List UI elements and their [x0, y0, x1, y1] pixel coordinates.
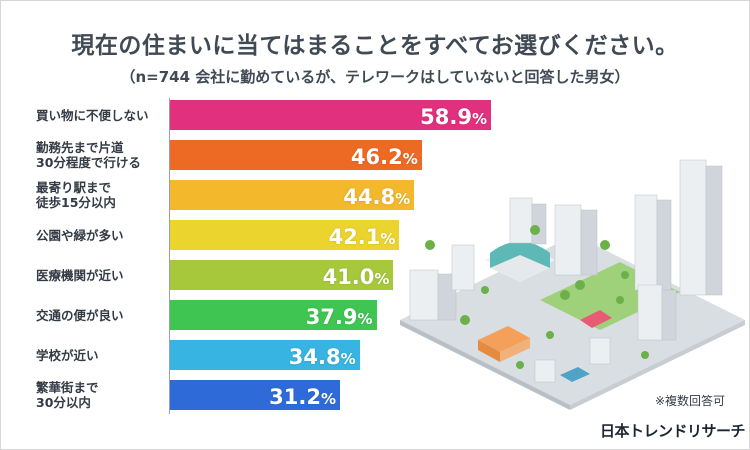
bar-value-unit: %: [374, 270, 390, 288]
chart-title: 現在の住まいに当てはまることをすべてお選びください。: [71, 33, 679, 59]
city-illustration: [400, 159, 745, 410]
bar-value-number: 46.2: [350, 145, 403, 169]
category-label: 繁華街まで 30分以内: [36, 380, 99, 410]
bar: 34.8%: [170, 340, 360, 370]
bar-value-unit: %: [471, 110, 487, 128]
category-label: 医療機関が近い: [36, 268, 124, 283]
brand-logo: 日本トレンドリサーチ: [600, 422, 746, 440]
bar-value-label: 46.2%: [351, 142, 418, 172]
bar-value-unit: %: [380, 230, 396, 248]
bar-value-label: 58.9%: [420, 102, 487, 132]
bar-value-unit: %: [402, 150, 418, 168]
bar: 31.2%: [170, 380, 341, 412]
category-label: 最寄り駅まで 徒歩15分以内: [36, 180, 116, 210]
bar-value-number: 42.1: [328, 225, 381, 249]
bar-value-number: 31.2: [269, 385, 321, 409]
bar-value-number: 41.0: [322, 265, 375, 289]
bar-value-label: 31.2%: [269, 382, 336, 412]
bar-value-unit: %: [340, 350, 356, 368]
category-label: 勤務先まで片道 30分程度で行ける: [36, 140, 141, 170]
bar-value-label: 34.8%: [289, 342, 356, 372]
bar: 41.0%: [170, 260, 394, 292]
bar: 46.2%: [170, 140, 422, 170]
chart-subtitle: （n=744 会社に勤めているが、テレワークはしていないと回答した男女）: [120, 68, 630, 86]
bar-value-unit: %: [357, 310, 373, 328]
category-label: 買い物に不便しない: [36, 108, 149, 123]
bar-value-number: 37.9: [305, 305, 358, 329]
bar-value-unit: %: [395, 190, 411, 208]
category-label: 交通の便が良い: [36, 308, 124, 323]
bar-value-label: 41.0%: [323, 262, 390, 292]
bar-value-label: 42.1%: [329, 222, 396, 252]
category-label: 公園や緑が多い: [36, 228, 124, 243]
bar-value-label: 37.9%: [306, 302, 373, 332]
bar-value-unit: %: [321, 390, 337, 408]
bar: 37.9%: [170, 300, 377, 330]
bar-value-number: 34.8: [288, 345, 341, 369]
bar: 44.8%: [170, 180, 415, 212]
bar: 58.9%: [170, 100, 491, 130]
category-label: 学校が近い: [36, 348, 99, 363]
bar-value-number: 44.8: [343, 185, 396, 209]
bar-value-label: 44.8%: [343, 182, 410, 212]
category-axis-line: [169, 98, 170, 414]
bar-value-number: 58.9: [420, 105, 472, 129]
bar: 42.1%: [170, 220, 400, 252]
multiple-answers-note: ※複数回答可: [655, 394, 726, 408]
